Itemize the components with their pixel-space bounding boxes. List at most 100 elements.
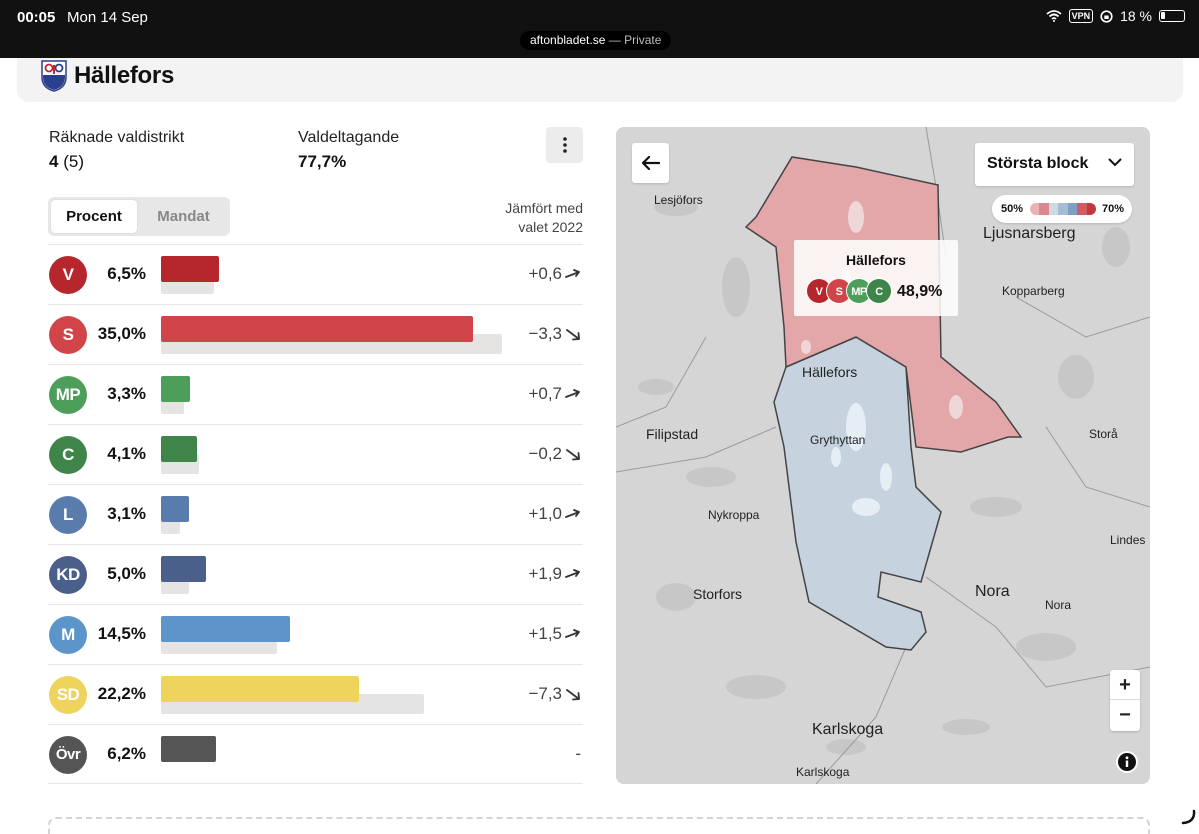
map-view-select[interactable]: Största block	[975, 143, 1134, 186]
change-text: +1,0	[528, 504, 562, 523]
municipality-header: Hällefors	[17, 58, 1183, 102]
tooltip-value: 48,9%	[897, 283, 943, 300]
map-place-label: Lindes	[1110, 533, 1146, 547]
party-percent: 35,0%	[97, 324, 146, 343]
chevron-down-icon	[1108, 158, 1122, 167]
change-text: +1,5	[528, 624, 562, 643]
result-bar	[161, 616, 291, 642]
change-value: +1,0	[528, 504, 581, 524]
results-map[interactable]: Lesjöfors Ljusnarsberg Kopparberg Hällefors…	[616, 127, 1150, 784]
turnout-label: Valdeltagande	[298, 129, 400, 146]
legend-low: 50%	[1001, 203, 1024, 215]
status-bar: 00:05 Mon 14 Sep aftonbladet.se — Privat…	[0, 0, 1199, 58]
party-row[interactable]: S 35,0% −3,3	[48, 304, 583, 364]
rotation-lock-icon	[1100, 9, 1113, 23]
zoom-in-button[interactable]: +	[1110, 670, 1140, 700]
more-vertical-icon	[562, 137, 567, 153]
result-bar	[161, 496, 189, 522]
change-text: −3,3	[528, 324, 562, 343]
party-row[interactable]: MP 3,3% +0,7	[48, 364, 583, 424]
map-place-label: Filipstad	[646, 426, 699, 442]
party-percent: 5,0%	[107, 564, 146, 583]
map-place-label: Nora	[1045, 598, 1072, 612]
result-bar	[161, 436, 198, 462]
comparison-note: Jämfört med valet 2022	[505, 199, 583, 237]
trend-down-icon	[566, 449, 580, 461]
party-row[interactable]: KD 5,0% +1,9	[48, 544, 583, 604]
legend-high: 70%	[1101, 203, 1124, 215]
districts-label: Räknade valdistrikt	[49, 129, 185, 146]
party-row[interactable]: M 14,5% +1,5	[48, 604, 583, 664]
map-place-label: Kopparberg	[1002, 284, 1065, 298]
trend-up-icon	[565, 509, 580, 518]
battery-icon	[1159, 10, 1185, 22]
party-percent: 6,2%	[107, 744, 146, 763]
party-badge: V	[49, 256, 87, 294]
toggle-percent[interactable]: Procent	[51, 200, 137, 233]
battery-percent: 18 %	[1120, 8, 1152, 24]
vpn-badge: VPN	[1068, 9, 1094, 23]
map-place-label: Hällefors	[802, 364, 858, 380]
map-back-button[interactable]	[632, 143, 669, 183]
status-time: 00:05	[17, 9, 56, 26]
change-text: +1,9	[528, 564, 562, 583]
party-badge: Övr	[49, 736, 87, 774]
districts-total: (5)	[63, 152, 84, 171]
party-row[interactable]: C 4,1% −0,2	[48, 424, 583, 484]
trend-down-icon	[566, 689, 580, 701]
party-badge: KD	[49, 556, 87, 594]
change-text: −0,2	[528, 444, 562, 463]
change-value: −3,3	[528, 324, 581, 344]
result-bar	[161, 316, 473, 342]
change-value: −7,3	[528, 684, 581, 704]
comparison-line-1: Jämfört med	[505, 200, 583, 216]
map-info-button[interactable]	[1116, 751, 1138, 773]
party-badge: C	[49, 436, 87, 474]
placeholder-panel	[48, 817, 1150, 834]
change-value: +1,5	[528, 624, 581, 644]
more-options-button[interactable]	[546, 127, 583, 163]
change-text: −7,3	[528, 684, 562, 703]
map-place-label: Lesjöfors	[654, 193, 703, 207]
party-row[interactable]: V 6,5% +0,6	[48, 244, 583, 304]
map-color-legend: 50% 70%	[992, 195, 1132, 223]
loading-spinner-icon	[1181, 809, 1196, 825]
districts-counted: 4	[49, 152, 59, 171]
result-bar	[161, 376, 191, 402]
districts-value: 4 (5)	[49, 152, 84, 172]
party-badge: MP	[49, 376, 87, 414]
party-badge: SD	[49, 676, 87, 714]
result-bar	[161, 676, 359, 702]
result-bar	[161, 256, 219, 282]
zoom-out-button[interactable]: −	[1119, 704, 1131, 726]
map-place-label: Karlskoga	[796, 765, 850, 779]
trend-up-icon	[565, 629, 580, 638]
result-bar	[161, 736, 217, 762]
map-place-label: Storå	[1089, 427, 1118, 441]
party-percent: 4,1%	[107, 444, 146, 463]
change-value: +0,6	[528, 264, 581, 284]
party-results-list: V 6,5% +0,6 S 35,0% −3,3 MP 3,3% +0,7 C 4,1% −0,2 L 3…	[48, 244, 583, 784]
party-badge: L	[49, 496, 87, 534]
address-bar[interactable]: aftonbladet.se — Private	[520, 31, 672, 50]
trend-up-icon	[565, 269, 580, 278]
party-row[interactable]: SD 22,2% −7,3	[48, 664, 583, 724]
party-percent: 14,5%	[97, 624, 146, 643]
wifi-icon	[1045, 10, 1062, 22]
page-title: Hällefors	[74, 62, 175, 89]
arrow-left-icon	[641, 156, 660, 170]
info-icon	[1118, 753, 1136, 771]
map-tooltip: Hällefors V S MP C 48,9%	[794, 240, 958, 316]
party-percent: 3,1%	[107, 504, 146, 523]
party-row[interactable]: L 3,1% +1,0	[48, 484, 583, 544]
change-text: -	[575, 744, 581, 763]
party-percent: 22,2%	[97, 684, 146, 703]
result-bar	[161, 556, 206, 582]
trend-up-icon	[565, 569, 580, 578]
trend-up-icon	[565, 389, 580, 398]
party-row[interactable]: Övr 6,2% -	[48, 724, 583, 784]
party-percent: 6,5%	[107, 264, 146, 283]
change-value: −0,2	[528, 444, 581, 464]
toggle-seats[interactable]: Mandat	[157, 208, 210, 225]
